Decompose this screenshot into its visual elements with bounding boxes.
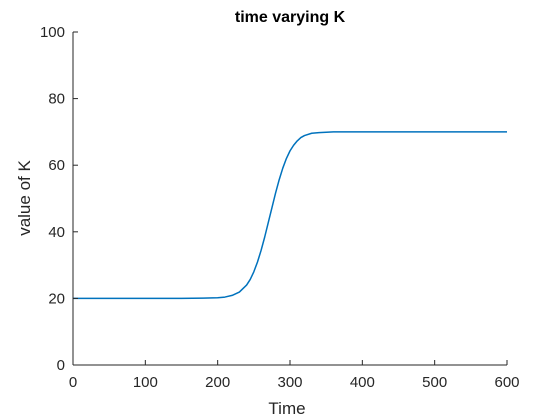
x-axis-title: Time	[268, 399, 305, 418]
y-tick-label: 60	[48, 157, 65, 174]
x-tick-label: 300	[277, 374, 302, 391]
series-layer	[73, 132, 507, 299]
x-axis: 0 100 200 300 400 500 600	[69, 360, 520, 391]
series-line	[73, 132, 507, 299]
chart-title: time varying K	[235, 9, 346, 26]
y-axis-title: value of K	[15, 160, 34, 236]
x-tick-label: 400	[350, 374, 375, 391]
y-axis: 0 20 40 60 80 100	[40, 24, 78, 374]
x-tick-label: 500	[422, 374, 447, 391]
y-tick-label: 20	[48, 290, 65, 307]
x-tick-label: 0	[69, 374, 77, 391]
x-tick-label: 600	[494, 374, 519, 391]
y-tick-label: 80	[48, 91, 65, 108]
y-tick-label: 100	[40, 24, 65, 41]
y-tick-label: 40	[48, 224, 65, 241]
x-tick-label: 200	[205, 374, 230, 391]
x-tick-label: 100	[133, 374, 158, 391]
y-tick-label: 0	[57, 357, 65, 374]
